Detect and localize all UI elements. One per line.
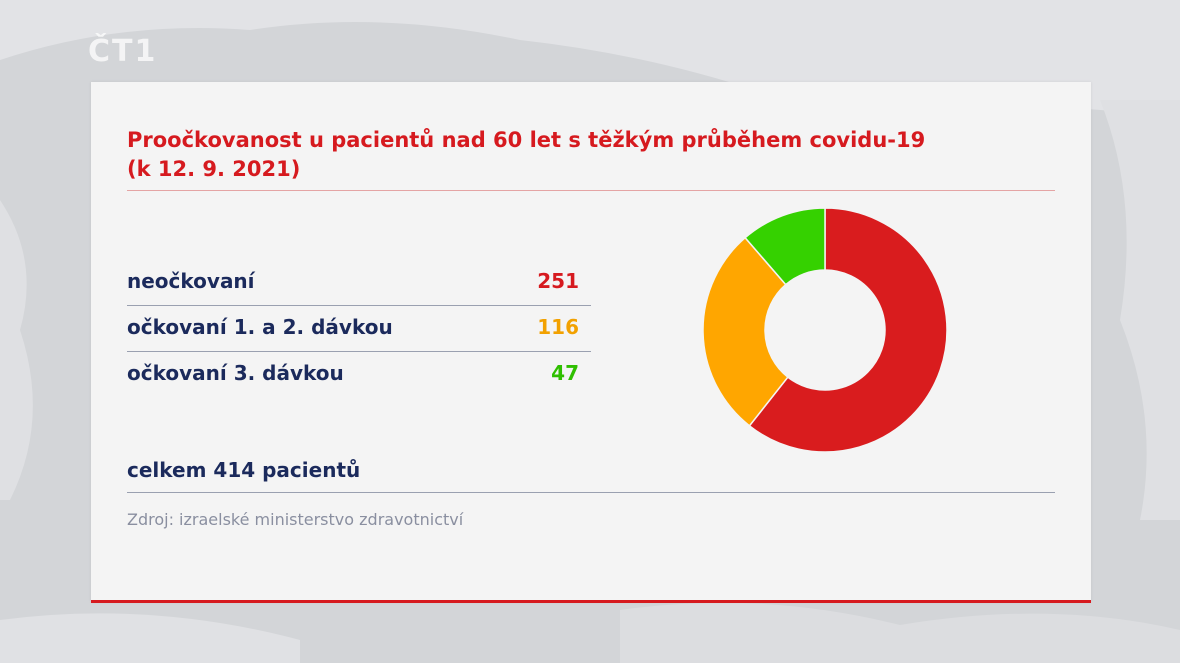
legend-row: očkovaní 3. dávkou 47: [127, 352, 591, 397]
legend-value-unvaccinated: 251: [537, 269, 579, 293]
slice-unvaccinated: [748, 207, 948, 453]
channel-logo: ČT1: [88, 34, 158, 69]
slice-two-doses: [702, 236, 789, 427]
total-divider: [127, 492, 1055, 493]
slice-three-doses: [744, 207, 826, 286]
legend-value-three-doses: 47: [551, 361, 579, 385]
legend-row: neočkovaní 251: [127, 260, 591, 306]
card-bottom-accent: [91, 600, 1091, 603]
source-note: Zdroj: izraelské ministerstvo zdravotnic…: [127, 510, 464, 529]
legend-label-unvaccinated: neočkovaní: [127, 269, 255, 293]
legend-label-two-doses: očkovaní 1. a 2. dávkou: [127, 315, 393, 339]
legend-row: očkovaní 1. a 2. dávkou 116: [127, 306, 591, 352]
legend: neočkovaní 251 očkovaní 1. a 2. dávkou 1…: [127, 260, 591, 397]
title-divider: [127, 190, 1055, 191]
info-card: Proočkovanost u pacientů nad 60 let s tě…: [91, 82, 1091, 602]
chart-title: Proočkovanost u pacientů nad 60 let s tě…: [127, 126, 1047, 184]
legend-value-two-doses: 116: [537, 315, 579, 339]
title-line-1: Proočkovanost u pacientů nad 60 let s tě…: [127, 128, 926, 152]
total-patients: celkem 414 pacientů: [127, 458, 361, 482]
donut-chart: [702, 207, 948, 453]
legend-label-three-doses: očkovaní 3. dávkou: [127, 361, 344, 385]
title-line-2: (k 12. 9. 2021): [127, 157, 301, 181]
